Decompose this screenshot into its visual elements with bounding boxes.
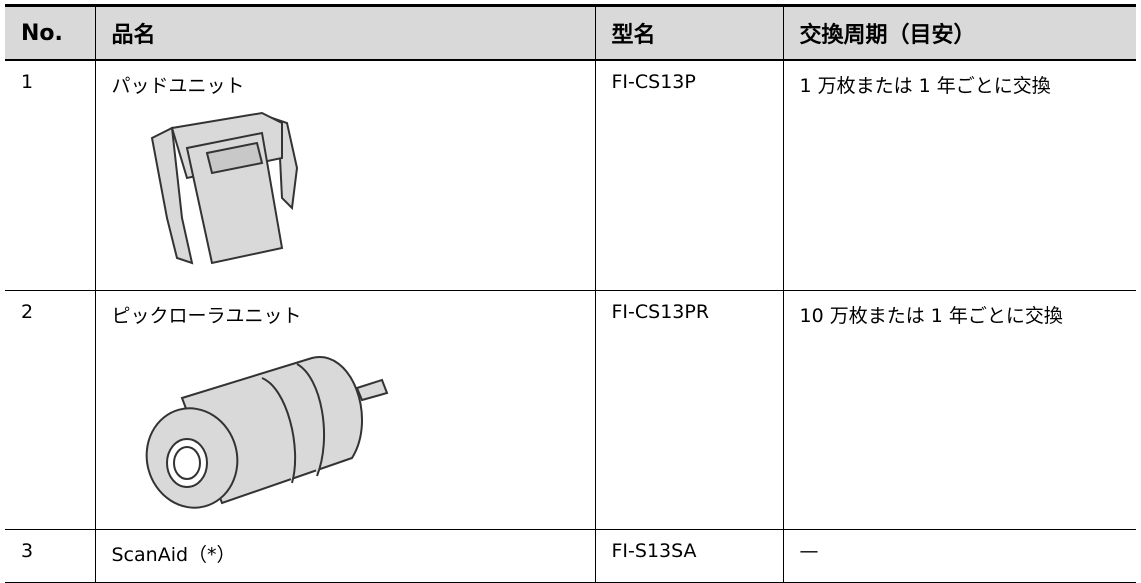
- cell: —: [782, 529, 1136, 583]
- cell-text: ピックローラユニット: [111, 305, 302, 327]
- row: 3 ScanAid（*） FI-S13SA —: [5, 529, 1136, 583]
- header-row: No. 品名 型名 交換周期（目安）: [5, 4, 1136, 61]
- header-cell: 品名: [94, 4, 596, 61]
- cell-text: 1: [21, 71, 34, 93]
- cell: 3: [5, 529, 96, 583]
- pad-unit-illustration: [150, 111, 298, 265]
- cell: ピックローラユニット: [94, 290, 596, 530]
- cell-text: パッドユニット: [111, 75, 245, 97]
- row: 2 ピックローラユニット FI-CS13PR 10 万枚または 1 年ごとに交換: [5, 290, 1136, 530]
- header-cell: 型名: [594, 4, 784, 61]
- cell: 1 万枚または 1 年ごとに交換: [782, 59, 1136, 291]
- parts-table: No. 品名 型名 交換周期（目安） 1 パッドユニット FI-CS13P 1 …: [5, 4, 1136, 583]
- cell-text: 10 万枚または 1 年ごとに交換: [799, 305, 1063, 327]
- cell-text: FI-S13SA: [611, 540, 697, 562]
- header-cell: 交換周期（目安）: [782, 4, 1136, 61]
- cell: パッドユニット: [94, 59, 596, 291]
- cell-text: ScanAid（*）: [111, 544, 236, 566]
- header-cell: No.: [5, 4, 96, 61]
- cell: 1: [5, 59, 96, 291]
- cell: 10 万枚または 1 年ごとに交換: [782, 290, 1136, 530]
- cell: ScanAid（*）: [94, 529, 596, 583]
- cell: FI-CS13P: [594, 59, 784, 291]
- cell: FI-S13SA: [594, 529, 784, 583]
- cell: 2: [5, 290, 96, 530]
- cell-text: 3: [21, 540, 34, 562]
- cell: FI-CS13PR: [594, 290, 784, 530]
- cell-text: 2: [21, 301, 34, 323]
- cell-text: FI-CS13PR: [611, 301, 710, 323]
- cell-text: 1 万枚または 1 年ごとに交換: [799, 75, 1051, 97]
- cell-text: FI-CS13P: [611, 71, 696, 93]
- cell-text: —: [799, 540, 819, 562]
- row: 1 パッドユニット FI-CS13P 1 万枚または 1 年ごとに交換: [5, 59, 1136, 291]
- roller-illustration: [145, 356, 388, 509]
